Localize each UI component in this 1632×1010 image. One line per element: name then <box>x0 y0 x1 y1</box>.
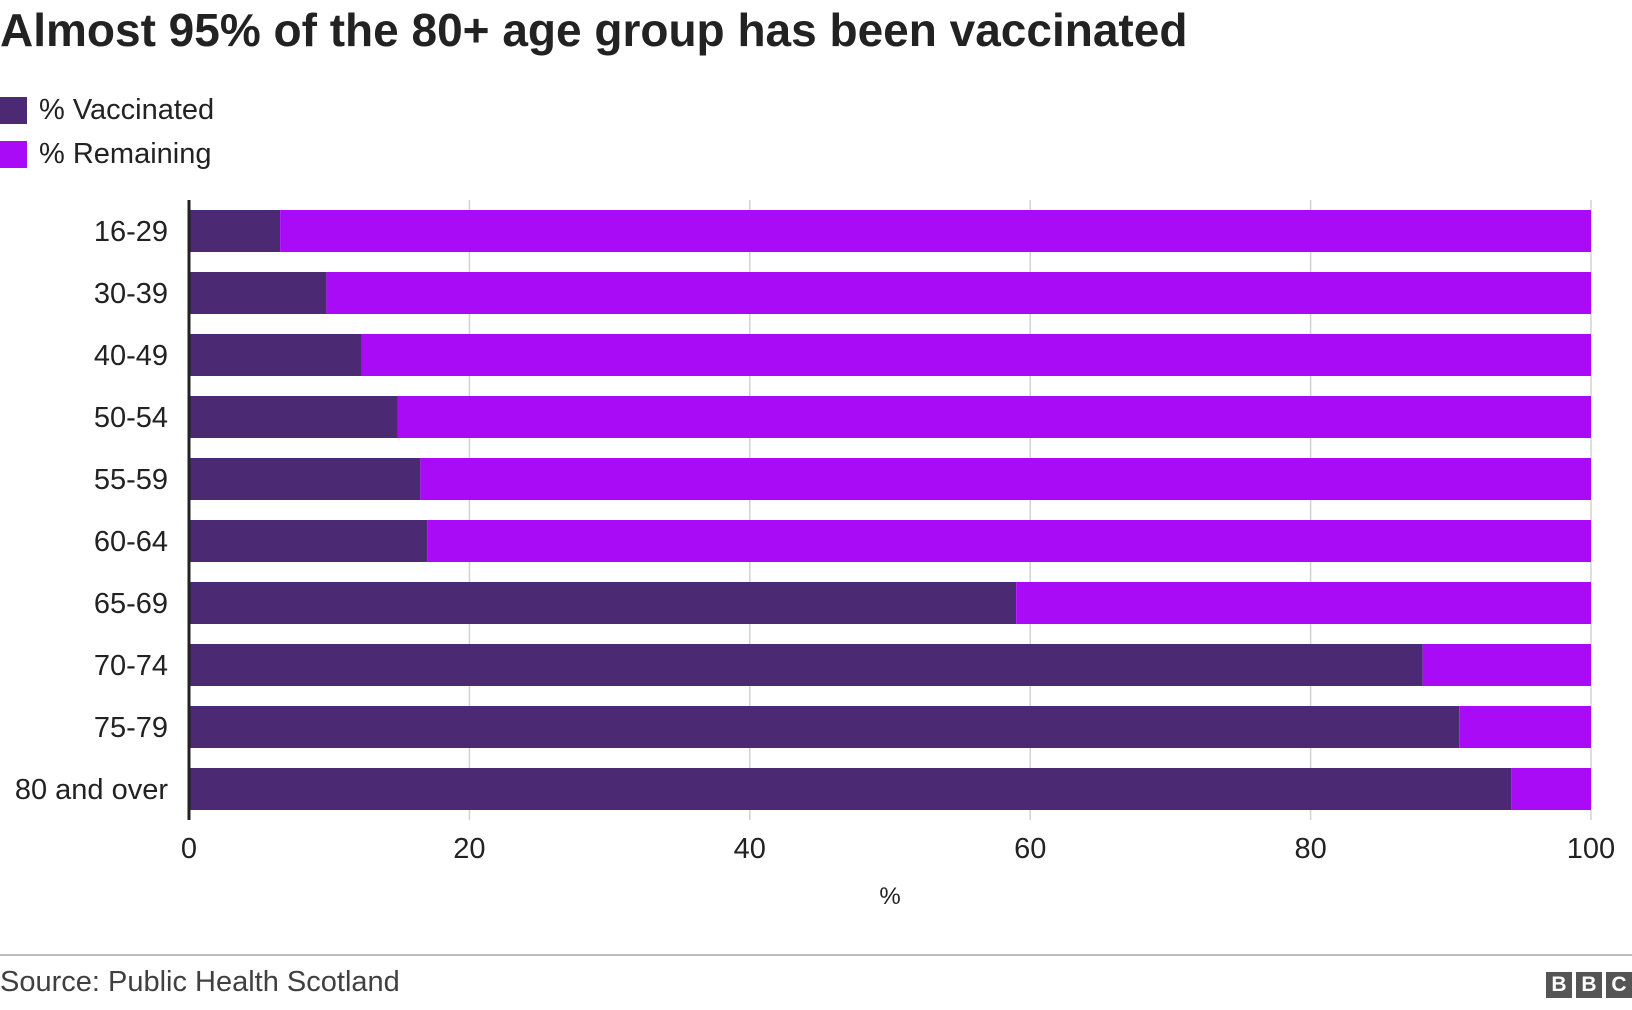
y-tick-label: 50-54 <box>94 402 168 434</box>
legend-swatch-remaining <box>0 140 27 168</box>
x-tick-label: 20 <box>453 833 485 865</box>
legend-item-vaccinated: % Vaccinated <box>0 88 214 132</box>
bar-chart: 16-29 30-39 40-49 50-54 55-59 60-64 65-69 70-74… <box>15 200 1615 910</box>
bar-vaccinated <box>189 520 428 562</box>
bar-remaining <box>1016 582 1591 624</box>
x-tick-label: 60 <box>1014 833 1046 865</box>
legend-label-vaccinated: % Vaccinated <box>39 94 215 126</box>
y-tick-label: 65-69 <box>94 588 168 620</box>
bbc-logo: B B C <box>1542 972 1632 998</box>
bar-vaccinated <box>189 210 281 252</box>
x-axis-title: % <box>879 883 900 910</box>
source-note: Source: Public Health Scotland <box>0 966 400 998</box>
y-tick-label: 55-59 <box>94 464 168 496</box>
bar-vaccinated <box>189 334 362 376</box>
chart-title: Almost 95% of the 80+ age group has been… <box>0 4 1188 56</box>
bar-remaining <box>361 334 1591 376</box>
bar-vaccinated <box>189 768 1512 810</box>
bar-vaccinated <box>189 396 398 438</box>
bar-remaining <box>1422 644 1591 686</box>
bar-remaining <box>427 520 1592 562</box>
y-tick-label: 60-64 <box>94 526 168 558</box>
bar-remaining <box>420 458 1592 500</box>
y-tick-label: 75-79 <box>94 712 168 744</box>
y-tick-label: 80 and over <box>15 774 169 806</box>
legend: % Vaccinated % Remaining <box>0 88 214 176</box>
bbc-logo-block: C <box>1606 972 1632 998</box>
bar-vaccinated <box>189 458 421 500</box>
bar-remaining <box>397 396 1592 438</box>
y-tick-label: 70-74 <box>94 650 168 682</box>
footer-divider <box>0 954 1632 956</box>
legend-item-remaining: % Remaining <box>0 132 214 176</box>
bar-remaining <box>280 210 1591 252</box>
x-tick-label: 0 <box>181 833 197 865</box>
x-tick-label: 80 <box>1294 833 1326 865</box>
y-tick-label: 16-29 <box>94 216 168 248</box>
bar-remaining <box>1511 768 1591 810</box>
legend-label-remaining: % Remaining <box>39 138 212 170</box>
x-tick-label: 100 <box>1567 833 1615 865</box>
bar-vaccinated <box>189 582 1017 624</box>
bar-vaccinated <box>189 644 1423 686</box>
bar-vaccinated <box>189 706 1460 748</box>
bbc-logo-block: B <box>1546 972 1572 998</box>
bar-remaining <box>1459 706 1591 748</box>
bar-remaining <box>326 272 1591 314</box>
bar-vaccinated <box>189 272 327 314</box>
y-tick-label: 30-39 <box>94 278 168 310</box>
bbc-logo-block: B <box>1576 972 1602 998</box>
legend-swatch-vaccinated <box>0 96 27 124</box>
x-tick-label: 40 <box>734 833 766 865</box>
y-tick-label: 40-49 <box>94 340 168 372</box>
